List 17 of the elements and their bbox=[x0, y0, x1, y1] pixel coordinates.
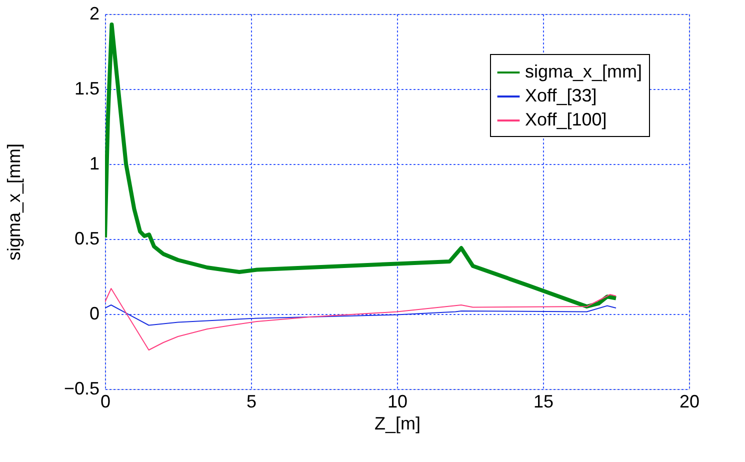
x-tick-label: 15 bbox=[533, 392, 554, 412]
line-series bbox=[105, 304, 616, 326]
x-tick-label: 20 bbox=[679, 392, 700, 412]
y-tick-label: 1.5 bbox=[74, 78, 100, 98]
x-tick-label: 10 bbox=[387, 392, 408, 412]
legend-label: Xoff_[100] bbox=[525, 110, 607, 130]
line-series bbox=[105, 288, 616, 350]
y-tick-label: 0 bbox=[89, 304, 100, 324]
x-axis-title: Z_[m] bbox=[374, 414, 421, 434]
y-tick-label: 1 bbox=[89, 154, 100, 174]
legend-label: sigma_x_[mm] bbox=[525, 62, 642, 82]
y-tick-label: −0.5 bbox=[64, 378, 100, 398]
y-axis-title: sigma_x_[mm] bbox=[4, 143, 24, 261]
legend-label: Xoff_[33] bbox=[525, 86, 597, 106]
y-tick-label: 2 bbox=[89, 4, 100, 24]
x-tick-label: 5 bbox=[246, 392, 257, 412]
y-tick-label: 0.5 bbox=[74, 228, 100, 248]
